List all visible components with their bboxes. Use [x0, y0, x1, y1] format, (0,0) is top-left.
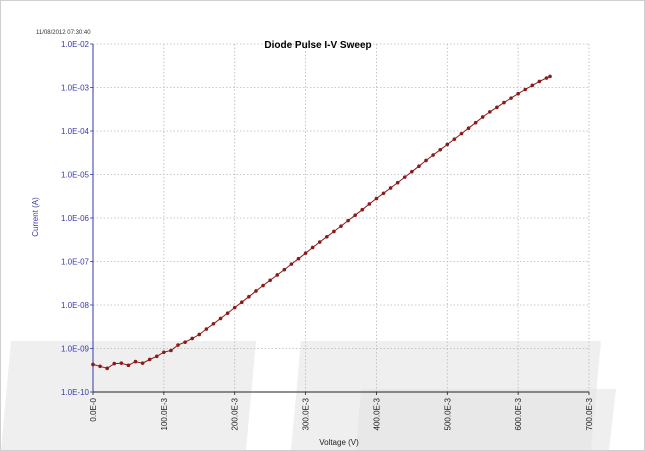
- data-point: [289, 262, 294, 266]
- y-tick-label: 1.0E-03: [61, 84, 90, 93]
- data-point: [98, 364, 102, 369]
- data-point: [112, 361, 117, 366]
- data-point: [346, 218, 350, 223]
- data-point: [502, 100, 506, 105]
- data-point: [232, 305, 237, 310]
- data-point: [218, 316, 223, 321]
- data-point: [282, 267, 287, 272]
- x-tick-label: 0.0E-0: [89, 397, 98, 421]
- data-point: [105, 366, 109, 371]
- data-point: [431, 153, 435, 157]
- data-point: [119, 361, 124, 365]
- y-tick-label: 1.0E-02: [61, 40, 90, 49]
- x-tick-label: 200.0E-3: [231, 397, 240, 430]
- data-point: [495, 105, 499, 110]
- y-tick-label: 1.0E-04: [61, 127, 90, 136]
- data-point: [523, 87, 528, 92]
- x-tick-label: 600.0E-3: [514, 397, 523, 430]
- data-point: [480, 115, 485, 119]
- data-point: [303, 251, 308, 256]
- chart-title: Diode Pulse I-V Sweep: [264, 40, 371, 51]
- data-point: [197, 332, 202, 337]
- data-point: [530, 83, 535, 88]
- x-tick-label: 300.0E-3: [302, 397, 311, 430]
- x-axis-title: Voltage (V): [319, 438, 359, 447]
- data-point: [410, 169, 414, 174]
- data-point: [537, 79, 542, 84]
- series-line: [92, 75, 551, 369]
- data-point: [367, 202, 372, 206]
- data-point: [140, 361, 145, 365]
- data-point: [240, 300, 244, 304]
- y-axis-ticks: 1.0E-10 1.0E-09 1.0E-08 1.0E-07 1.0E-06 1.0E-…: [61, 40, 93, 397]
- data-point: [332, 229, 336, 234]
- data-point: [473, 120, 478, 125]
- data-point: [91, 362, 95, 367]
- x-tick-label: 100.0E-3: [160, 397, 169, 430]
- data-point: [438, 147, 443, 152]
- data-point: [466, 126, 471, 130]
- data-point: [516, 91, 520, 96]
- y-tick-label: 1.0E-07: [61, 258, 90, 267]
- y-tick-label: 1.0E-06: [61, 214, 90, 223]
- data-point: [211, 321, 216, 326]
- y-tick-label: 1.0E-09: [61, 345, 90, 354]
- data-point: [452, 137, 457, 141]
- data-point: [261, 283, 265, 288]
- timestamp: 11/08/2012 07:30:40: [36, 30, 91, 36]
- data-point: [317, 240, 322, 244]
- data-point: [133, 359, 138, 364]
- data-point: [204, 327, 209, 331]
- x-axis-ticks: 0.0E-0 100.0E-3 200.0E-3 300.0E-3 400.0E-3 50…: [89, 392, 594, 430]
- data-point: [459, 131, 464, 136]
- data-point: [381, 191, 386, 196]
- data-point: [275, 273, 280, 277]
- data-point: [126, 363, 131, 368]
- data-point: [247, 294, 251, 299]
- y-tick-label: 1.0E-10: [61, 388, 90, 397]
- data-point: [325, 234, 329, 239]
- data-point: [339, 224, 343, 228]
- data-point: [147, 357, 152, 362]
- data-point: [169, 348, 173, 353]
- data-point: [360, 207, 365, 212]
- data-point: [488, 110, 492, 114]
- y-axis-title: Current (A): [31, 197, 40, 237]
- data-point: [310, 245, 315, 250]
- x-tick-label: 500.0E-3: [443, 397, 452, 430]
- data-point: [402, 175, 407, 179]
- data-point: [162, 350, 166, 355]
- data-point: [154, 354, 159, 359]
- data-point: [509, 96, 513, 100]
- data-point: [445, 142, 450, 147]
- data-point: [548, 74, 552, 79]
- data-point: [296, 256, 301, 261]
- data-point: [417, 164, 421, 169]
- data-point: [183, 340, 187, 344]
- series: [91, 74, 552, 371]
- data-point: [388, 186, 393, 190]
- y-tick-label: 1.0E-05: [61, 171, 90, 180]
- data-point: [374, 196, 379, 201]
- data-point: [424, 158, 428, 163]
- data-point: [544, 76, 549, 80]
- x-tick-label: 700.0E-3: [585, 397, 594, 430]
- data-point: [268, 278, 272, 283]
- x-tick-label: 400.0E-3: [372, 397, 381, 430]
- data-point: [176, 343, 180, 347]
- data-point: [395, 180, 400, 185]
- data-point: [225, 311, 230, 315]
- data-point: [254, 289, 258, 293]
- watermark: [1, 341, 616, 450]
- y-tick-label: 1.0E-08: [61, 301, 90, 310]
- data-point: [353, 213, 357, 217]
- data-point: [190, 336, 194, 341]
